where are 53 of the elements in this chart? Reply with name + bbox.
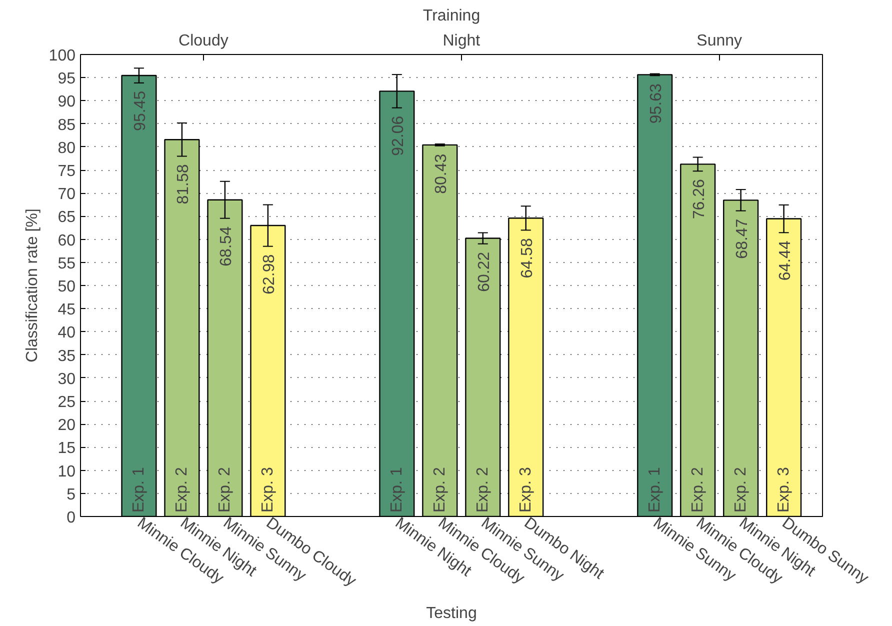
y-tick-label: 100 bbox=[48, 48, 76, 64]
data-label: 80.43 bbox=[432, 154, 450, 194]
text: Night bbox=[442, 32, 481, 50]
y-tick-label: 65 bbox=[58, 209, 76, 226]
y-tick-label: 5 bbox=[66, 486, 76, 504]
data-label: 81.58 bbox=[174, 164, 192, 204]
chart-title: Training bbox=[422, 8, 480, 24]
y-tick-label: 95 bbox=[58, 70, 76, 88]
y-tick-label: 60 bbox=[58, 232, 76, 250]
data-label: 76.26 bbox=[690, 179, 708, 220]
y-tick-label: 25 bbox=[58, 394, 76, 411]
y-axis-title: Classification rate [%] bbox=[24, 208, 41, 362]
annotation: Exp. 2 bbox=[732, 467, 750, 512]
y-tick-label: 30 bbox=[58, 370, 76, 388]
annotation: Exp. 2 bbox=[216, 467, 234, 512]
text: Sunny bbox=[696, 32, 742, 50]
data-label: 64.58 bbox=[518, 238, 536, 278]
data-label: 62.98 bbox=[260, 254, 278, 294]
data-label: 95.45 bbox=[132, 90, 149, 131]
y-tick-label: 0 bbox=[66, 510, 76, 526]
data-label: 68.47 bbox=[734, 218, 751, 259]
y-tick-label: 50 bbox=[58, 278, 76, 296]
annotation: Exp. 3 bbox=[259, 467, 276, 512]
y-tick-label: 90 bbox=[58, 94, 76, 111]
annotation: Exp. 3 bbox=[517, 467, 534, 512]
y-tick-label: 15 bbox=[58, 440, 76, 458]
y-tick-label: 40 bbox=[58, 324, 76, 342]
data-label: 92.06 bbox=[390, 116, 407, 156]
data-label: 64.44 bbox=[776, 240, 794, 281]
data-label: 60.22 bbox=[476, 252, 493, 292]
x-axis-title: Testing bbox=[426, 604, 477, 622]
text: Cloudy bbox=[178, 32, 228, 50]
y-tick-label: 80 bbox=[58, 140, 76, 157]
y-tick-label: 20 bbox=[58, 417, 76, 434]
y-tick-label: 55 bbox=[58, 255, 76, 272]
annotation: Exp. 2 bbox=[173, 467, 190, 512]
annotation: Exp. 3 bbox=[775, 467, 792, 512]
annotation: Exp. 2 bbox=[689, 467, 706, 512]
data-label: 68.54 bbox=[218, 226, 235, 266]
annotation: Exp. 1 bbox=[130, 467, 148, 512]
annotation: Exp. 2 bbox=[431, 467, 448, 512]
y-tick-label: 45 bbox=[58, 302, 76, 319]
annotation: Exp. 1 bbox=[646, 467, 664, 512]
annotation: Exp. 2 bbox=[474, 467, 492, 512]
y-tick-label: 75 bbox=[58, 163, 76, 180]
data-label: 95.63 bbox=[648, 84, 665, 124]
bar bbox=[422, 144, 458, 516]
y-tick-label: 70 bbox=[58, 186, 76, 204]
y-tick-label: 35 bbox=[58, 348, 76, 365]
y-tick-label: 10 bbox=[58, 463, 76, 480]
y-tick-label: 85 bbox=[58, 116, 76, 134]
bar bbox=[637, 74, 673, 516]
annotation: Exp. 1 bbox=[388, 467, 406, 512]
